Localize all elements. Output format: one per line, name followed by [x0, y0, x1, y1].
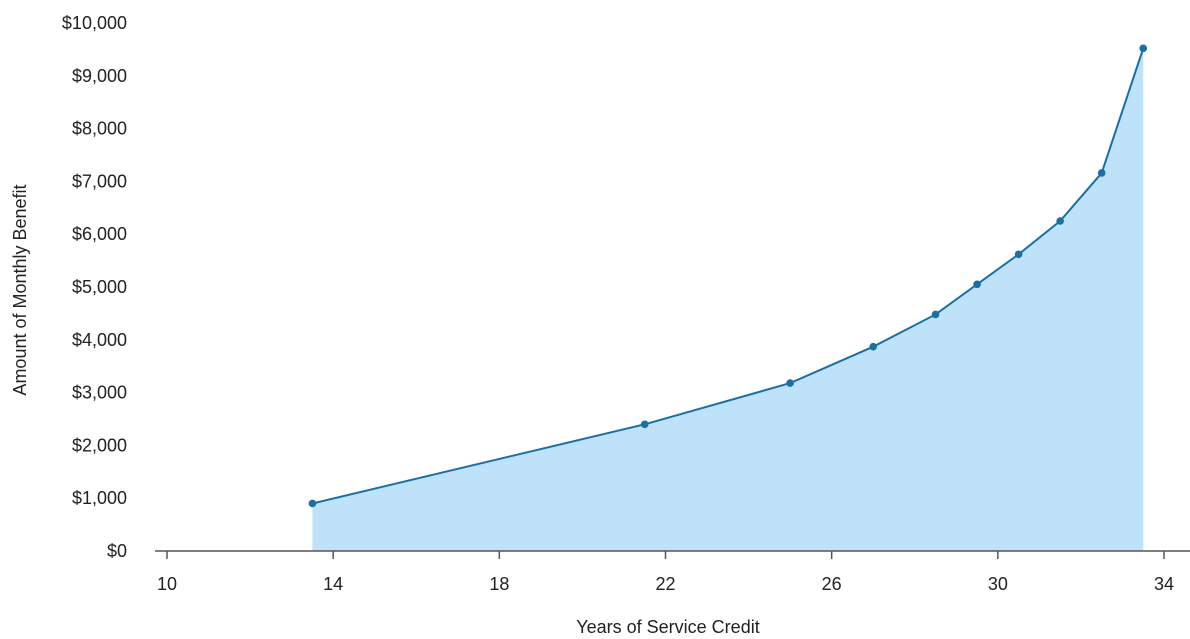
area-fill — [312, 48, 1144, 552]
y-tick-labels: $0 $1,000 $2,000 $3,000 $4,000 $5,000 $6,000 $7… — [62, 13, 127, 561]
y-tick-label: $6,000 — [72, 224, 127, 244]
x-tick-label: 30 — [988, 574, 1008, 594]
x-tick-label: 34 — [1154, 574, 1174, 594]
data-point — [1056, 217, 1064, 225]
y-tick-label: $8,000 — [72, 119, 127, 139]
area-layer — [312, 48, 1144, 552]
y-tick-label: $0 — [107, 541, 127, 561]
y-tick-label: $3,000 — [72, 383, 127, 403]
data-point — [931, 310, 940, 319]
x-tick-label: 26 — [822, 574, 842, 594]
y-axis-title: Amount of Monthly Benefit — [10, 184, 30, 395]
data-point — [869, 342, 878, 351]
x-tick-label: 18 — [489, 574, 509, 594]
x-tick-label: 14 — [323, 574, 343, 594]
x-tick-labels: 10 14 18 22 26 30 34 — [157, 574, 1174, 594]
y-tick-label: $5,000 — [72, 277, 127, 297]
line-layer — [312, 48, 1145, 505]
data-point — [1014, 250, 1023, 259]
x-tick-label: 22 — [655, 574, 675, 594]
data-point — [786, 379, 794, 387]
data-point — [640, 420, 649, 429]
series-line — [312, 48, 1145, 505]
y-tick-label: $2,000 — [72, 435, 127, 455]
axis-layer — [155, 550, 1190, 559]
data-point — [1097, 169, 1106, 177]
data-point — [973, 280, 981, 289]
x-axis-title: Years of Service Credit — [576, 617, 759, 637]
point-layer — [308, 44, 1148, 508]
y-tick-label: $10,000 — [62, 13, 127, 33]
x-tick-label: 10 — [157, 574, 177, 594]
data-point — [1139, 44, 1148, 53]
y-tick-label: $1,000 — [72, 488, 127, 508]
data-point — [308, 499, 317, 508]
y-tick-label: $9,000 — [72, 66, 127, 86]
y-tick-label: $7,000 — [72, 171, 127, 191]
y-tick-label: $4,000 — [72, 330, 127, 350]
